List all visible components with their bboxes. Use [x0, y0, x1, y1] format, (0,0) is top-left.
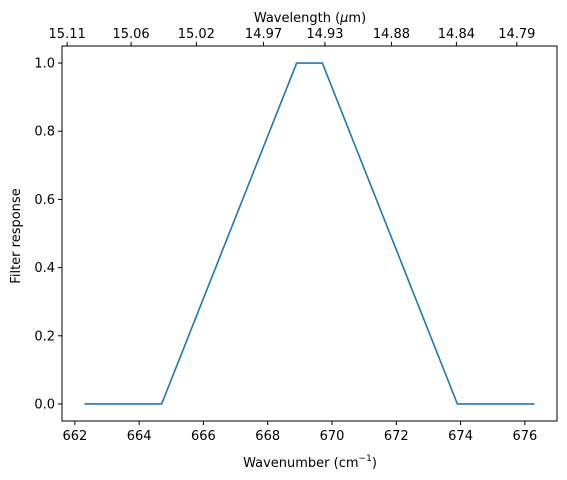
top-tick-label: 15.11 [49, 27, 86, 42]
x-tick-label: 670 [320, 429, 345, 444]
top-axis-label-unit: μ [339, 11, 348, 26]
top-tick-label: 15.02 [178, 27, 215, 42]
y-tick-label: 0.4 [34, 261, 55, 276]
top-tick-label: 14.88 [373, 27, 410, 42]
x-tick-label: 664 [127, 429, 152, 444]
x-axis-ticks: 662 664 666 668 670 672 674 676 [62, 421, 537, 444]
x-tick-label: 674 [448, 429, 473, 444]
top-axis-ticks: 15.11 15.06 15.02 14.97 14.93 14.88 14.84 14.79 [49, 27, 535, 46]
y-tick-label: 0.8 [34, 125, 55, 140]
x-tick-label: 672 [384, 429, 409, 444]
y-tick-label: 0.2 [34, 329, 55, 344]
series-line-0 [84, 62, 535, 405]
y-tick-label: 1.0 [34, 57, 55, 72]
y-axis-label: Filter response [9, 188, 24, 283]
plot-area [61, 45, 558, 422]
top-axis-label: Wavelength (μm) [254, 11, 366, 26]
x-tick-label: 668 [255, 429, 280, 444]
y-tick-label: 0.6 [34, 193, 55, 208]
y-axis-ticks: 0.0 0.2 0.4 0.6 0.8 1.0 [34, 57, 62, 412]
top-tick-label: 15.06 [112, 27, 149, 42]
x-tick-label: 666 [191, 429, 216, 444]
top-axis-label-tail: m) [348, 11, 366, 26]
x-axis-label: Wavenumber (cm−1) [243, 454, 377, 471]
top-tick-label: 14.97 [245, 27, 282, 42]
y-tick-label: 0.0 [34, 397, 55, 412]
top-tick-label: 14.79 [498, 27, 535, 42]
top-tick-label: 14.93 [306, 27, 343, 42]
x-axis-label-tail: ) [372, 456, 377, 471]
x-tick-label: 662 [62, 429, 87, 444]
top-tick-label: 14.84 [438, 27, 475, 42]
x-axis-label-superscript: −1 [359, 454, 372, 464]
plot-frame [61, 45, 558, 422]
x-tick-label: 676 [512, 429, 537, 444]
